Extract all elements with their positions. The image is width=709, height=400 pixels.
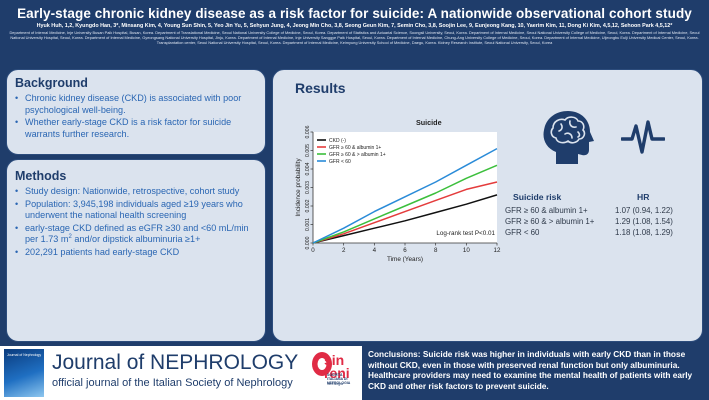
risk-group: GFR ≥ 60 & > albumin 1+ — [505, 217, 595, 226]
sin-logo-word: sin — [324, 352, 345, 368]
y-tick-label: 0.001 — [305, 218, 311, 231]
x-tick-label: 2 — [342, 247, 346, 254]
risk-header: Suicide risk — [513, 192, 562, 202]
risk-hr: 1.07 (0.94, 1.22) — [615, 206, 673, 215]
hr-header: HR — [637, 192, 650, 202]
conclusions-box: Conclusions: Suicide risk was higher in … — [362, 346, 709, 400]
risk-group: GFR ≥ 60 & albumin 1+ — [505, 206, 588, 215]
logrank-annotation: Log-rank test P<0.01 — [436, 230, 495, 237]
affiliations: Department of Internal Medicine, Inje Un… — [9, 30, 700, 46]
y-tick-label: 0.004 — [305, 162, 311, 175]
journal-banner: Journal of Nephrology Journal of NEPHROL… — [0, 346, 362, 400]
background-heading: Background — [15, 76, 88, 90]
journal-cover-text: Journal of Nephrology — [6, 353, 42, 357]
x-tick-label: 10 — [463, 247, 470, 254]
background-item: Whether early-stage CKD is a risk factor… — [15, 117, 257, 140]
series-line-3 — [312, 147, 498, 244]
legend-label: GFR < 60 — [329, 159, 351, 165]
y-tick-label: 0.003 — [305, 181, 311, 194]
author-list: Hyuk Huh, 1,2, Kyungdo Han, 3*, Minsang … — [36, 23, 673, 29]
series-line-0 — [312, 194, 498, 244]
legend-label: CKD (-) — [329, 138, 346, 144]
risk-table-header: Suicide risk HR — [505, 192, 699, 202]
superscript-2: 2 — [68, 234, 72, 241]
risk-group: GFR < 60 — [505, 228, 540, 237]
risk-row: GFR ≥ 60 & > albumin 1+ 1.29 (1.08, 1.54… — [505, 216, 699, 227]
risk-hr: 1.18 (1.08, 1.29) — [615, 228, 673, 237]
conclusions-label: Conclusions: — [368, 349, 421, 359]
x-tick-label: 12 — [494, 247, 501, 254]
suicide-incidence-chart: 0 2 4 6 8 10 12 0.000 0.001 0.002 0.003 0.004 0.005 0… — [295, 125, 501, 263]
x-tick-label: 4 — [373, 247, 377, 254]
results-heading: Results — [295, 80, 346, 96]
journal-subtitle: official journal of the Italian Society … — [52, 377, 293, 389]
x-tick-label: 6 — [403, 247, 407, 254]
y-axis-label: Incidence probability — [295, 158, 302, 217]
background-item: Chronic kidney disease (CKD) is associat… — [15, 93, 257, 116]
series-line-1 — [312, 181, 498, 244]
poster-header: Early-stage chronic kidney disease as a … — [0, 0, 709, 66]
plot-area — [313, 132, 497, 243]
methods-item: 202,291 patients had early-stage CKD — [15, 247, 257, 259]
sin-logo-text: sin reni — [324, 352, 350, 381]
methods-item: Population: 3,945,198 individuals aged ≥… — [15, 199, 257, 222]
methods-heading: Methods — [15, 169, 67, 183]
risk-hr: 1.29 (1.08, 1.54) — [615, 217, 673, 226]
journal-cover-image: Journal of Nephrology — [4, 349, 44, 397]
methods-item-ckd-definition: early-stage CKD defined as eGFR ≥30 and … — [15, 223, 257, 246]
sin-logo-word2: reni — [324, 365, 350, 381]
methods-item: Study design: Nationwide, retrospective,… — [15, 186, 257, 198]
ckd-def-text-cont: and/or dipstick albuminuria ≥1+ — [71, 234, 201, 245]
heartbeat-pulse-icon — [621, 120, 665, 154]
ckd-def-text: early-stage CKD defined as eGFR ≥30 and … — [25, 222, 249, 245]
brain-head-icon — [543, 111, 594, 164]
suicide-risk-table: Suicide risk HR GFR ≥ 60 & albumin 1+ 1.… — [505, 192, 699, 238]
chart-title: Suicide — [416, 118, 442, 127]
risk-row: GFR ≥ 60 & albumin 1+ 1.07 (0.94, 1.22) — [505, 205, 699, 216]
sin-society-logo-icon — [312, 352, 332, 376]
sin-logo-subtext: SOCIETÀ ITALIANA DI NEFROLOGIA — [327, 373, 351, 385]
methods-panel: Methods Study design: Nationwide, retros… — [6, 159, 266, 342]
poster-title: Early-stage chronic kidney disease as a … — [17, 6, 692, 21]
legend-label: GFR ≥ 60 & albumin 1+ — [329, 145, 381, 151]
legend-label: GFR ≥ 60 & > albumin 1+ — [329, 152, 386, 158]
background-panel: Background Chronic kidney disease (CKD) … — [6, 69, 266, 155]
x-tick-label: 0 — [311, 247, 315, 254]
journal-title: Journal of NEPHROLOGY — [52, 351, 299, 374]
y-tick-label: 0.005 — [305, 144, 311, 157]
y-tick-label: 0.000 — [305, 236, 311, 249]
y-tick-label: 0.006 — [305, 125, 311, 138]
results-panel: Results 0 2 4 6 8 10 12 0.000 0.001 0.002 0.003 0.0… — [272, 69, 703, 342]
sin-logo-subtext2: Nefrologia — [327, 382, 343, 386]
series-line-2 — [312, 164, 498, 244]
y-tick-label: 0.002 — [305, 199, 311, 212]
risk-row: GFR < 60 1.18 (1.08, 1.29) — [505, 227, 699, 238]
conclusions-text: Suicide risk was higher in individuals w… — [368, 349, 693, 391]
x-tick-label: 8 — [434, 247, 438, 254]
x-axis-label: Time (Years) — [387, 256, 423, 263]
